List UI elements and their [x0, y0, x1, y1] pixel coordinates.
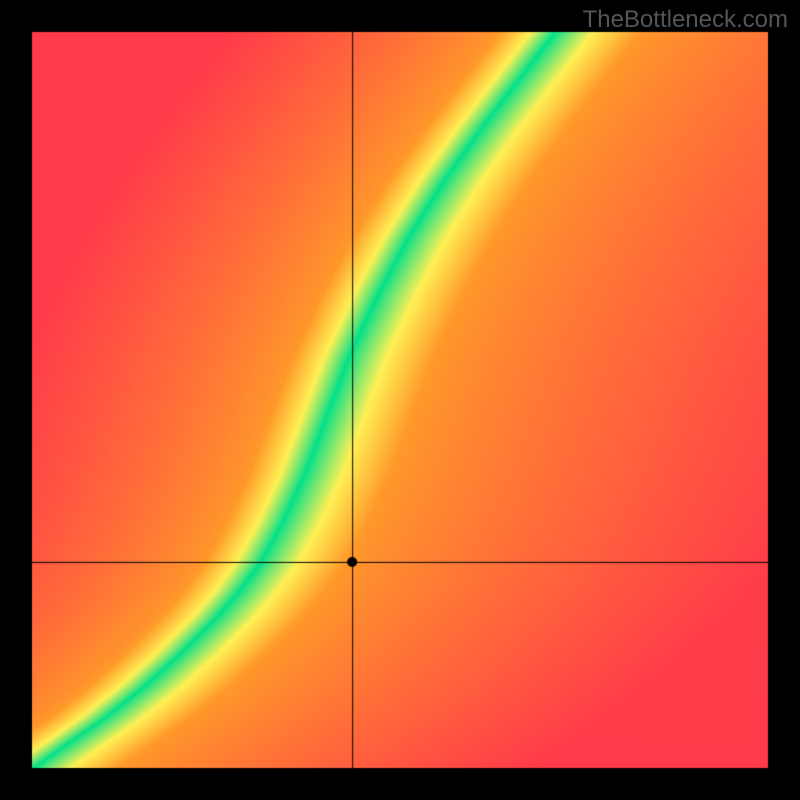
heatmap-canvas: [0, 0, 800, 800]
chart-container: TheBottleneck.com: [0, 0, 800, 800]
watermark-text: TheBottleneck.com: [583, 6, 788, 34]
